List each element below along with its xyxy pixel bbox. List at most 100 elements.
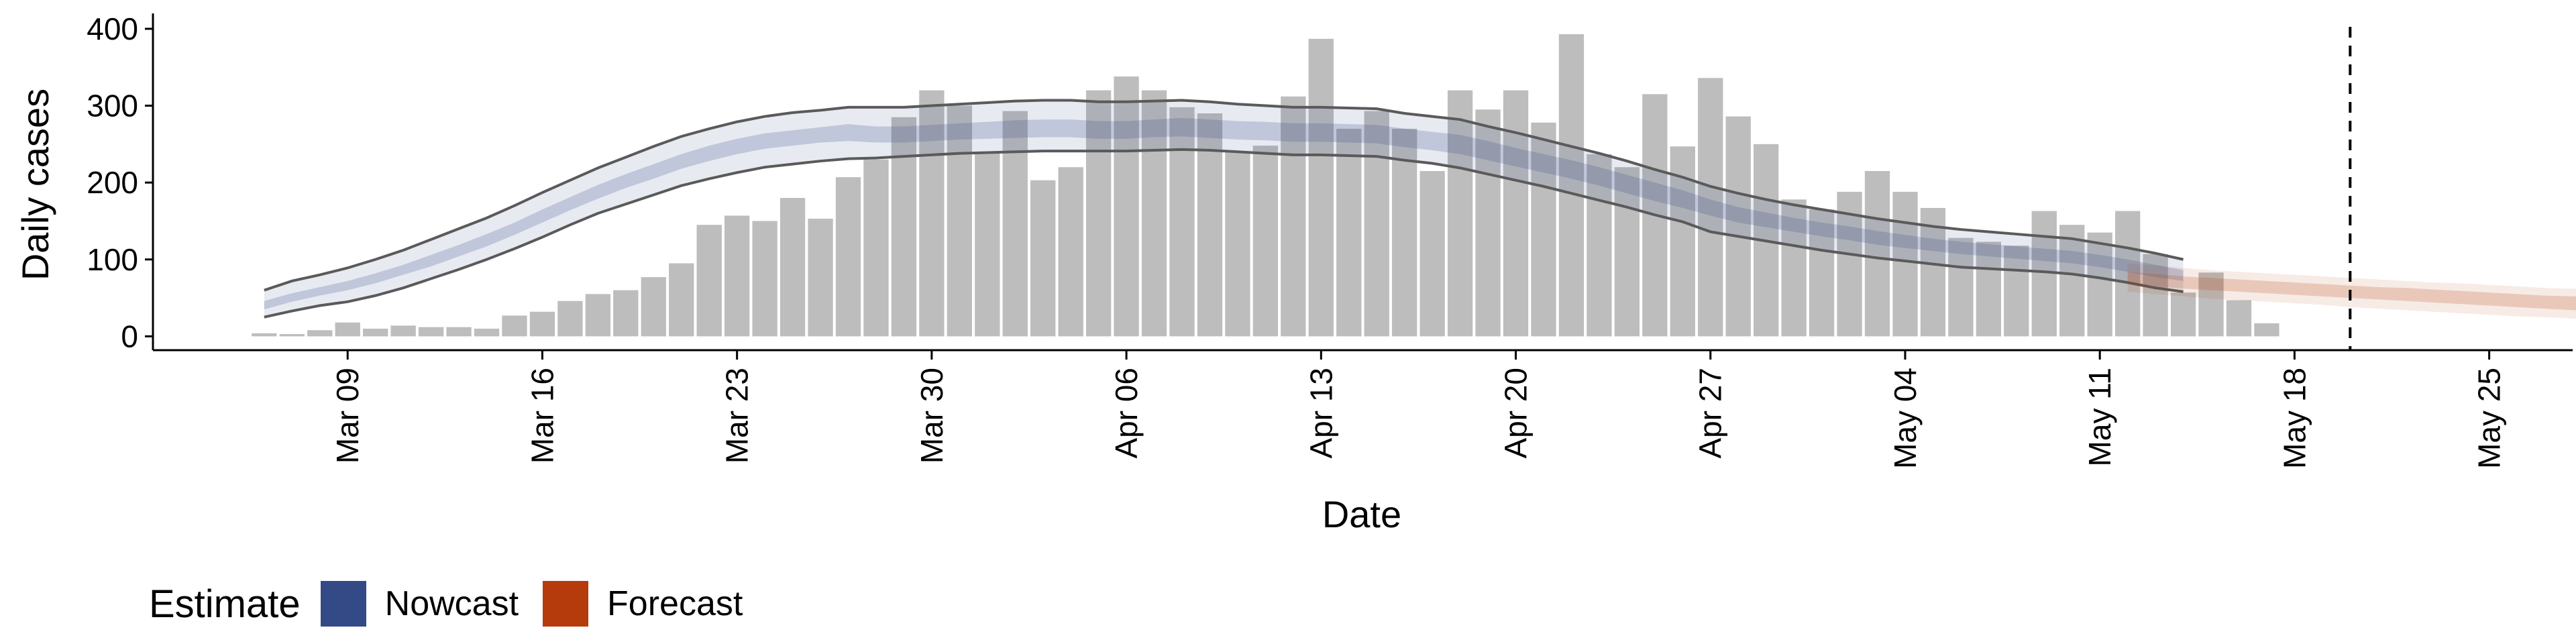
bar [2198,272,2224,337]
bar [863,159,889,337]
bar [1364,111,1389,337]
bar [613,290,639,337]
bar [1920,207,1946,337]
legend-item-nowcast: Nowcast [320,581,519,627]
bar [1558,34,1585,337]
bar [891,117,917,337]
bar [724,215,750,337]
bar [390,325,416,337]
bar [335,322,360,337]
y-tick-label: 0 [121,319,138,354]
bar [1781,199,1807,337]
x-tick-label: Apr 06 [1109,368,1144,459]
y-tick-label: 100 [87,242,138,277]
bar [641,277,666,337]
legend-title: Estimate [149,582,301,626]
bar [919,90,945,337]
y-axis-ticks: 0 100 200 300 400 [87,11,153,354]
bar [1587,154,1612,337]
bar [1225,152,1250,337]
y-tick-label: 400 [87,11,138,46]
legend-label-forecast: Forecast [607,584,743,623]
bar [1809,209,1835,337]
legend-item-forecast: Forecast [543,581,743,627]
bar [752,221,777,337]
nowcast-outer-band [264,100,2184,317]
bar [1281,96,1306,337]
bar [1252,146,1279,337]
x-tick-label: Mar 30 [914,368,949,464]
bar [669,263,694,337]
y-tick-label: 200 [87,165,138,200]
bar [1141,90,1167,337]
bar [1976,241,2002,337]
bar [1531,122,1556,337]
bar [418,327,444,337]
bar [529,311,555,337]
legend-label-nowcast: Nowcast [384,584,519,623]
x-tick-label: Mar 23 [720,368,755,464]
bar [2087,232,2112,337]
legend: Estimate Nowcast Forecast [149,574,767,634]
x-axis-title: Date [1322,493,1401,535]
x-tick-label: May 25 [2472,368,2507,469]
x-tick-label: Mar 16 [525,368,559,464]
bar [279,333,305,337]
bar [947,105,972,337]
estimate-bands [264,99,2576,319]
daily-cases-chart: 0 100 200 300 400 Mar 09 Mar 16 Mar 23 Mar 30 Ap… [14,11,2576,535]
bar [696,225,722,337]
bar [1308,38,1334,337]
nowcast-upper-line [264,99,2184,292]
bar [252,333,277,337]
forecast-outer-band [2127,263,2576,319]
bar [502,315,527,337]
x-tick-label: May 18 [2277,368,2312,469]
forecast-swatch [543,581,589,627]
x-tick-label: Apr 13 [1303,368,1338,459]
bar [1114,76,1139,337]
bar [1948,237,1974,337]
bar [363,328,388,337]
bar [2226,300,2252,337]
bar [1030,180,1056,337]
bar [1503,90,1529,337]
x-axis-ticks: Mar 09 Mar 16 Mar 23 Mar 30 Apr 06 Apr 13 Apr … [330,350,2507,469]
forecast-inner-band [2127,272,2576,311]
bar [1085,90,1112,337]
bar [1864,170,1890,337]
bar [2170,292,2196,337]
bar [835,177,861,337]
bar [1614,167,1640,337]
bar [1725,116,1751,337]
bar [975,152,1000,337]
bar [808,219,833,337]
bar [1392,128,1417,337]
bar [780,198,806,337]
bar [1058,167,1083,337]
x-tick-label: May 04 [1888,368,1923,469]
bar [307,330,333,337]
bar [1336,128,1362,337]
bar [2004,246,2029,337]
x-tick-label: Mar 09 [330,368,365,464]
bar [2059,225,2085,337]
x-tick-label: May 11 [2082,368,2117,466]
bar [1419,170,1445,337]
bar [1169,107,1195,337]
y-axis-title: Daily cases [14,89,56,280]
bar [2254,323,2279,337]
bar [446,327,472,337]
bar [1475,109,1501,337]
bar [1447,90,1473,337]
y-tick-label: 300 [87,89,138,123]
bar [1002,111,1028,337]
bar [1698,78,1723,337]
bar [474,328,500,337]
bar [585,294,611,337]
x-tick-label: Apr 20 [1499,368,1534,459]
bar [557,301,583,337]
bar [2114,211,2141,337]
x-tick-label: Apr 27 [1693,368,1728,459]
nowcast-lower-line [264,148,2184,319]
